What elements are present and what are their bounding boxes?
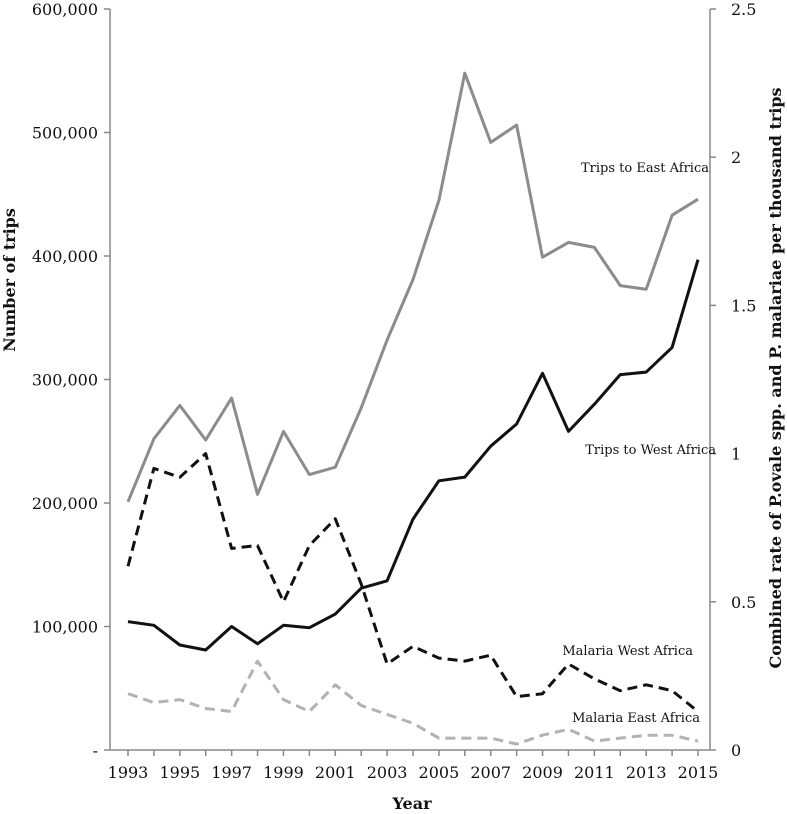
right-axis-tick-label: 1 bbox=[731, 445, 741, 464]
x-axis-tick-label: 1997 bbox=[211, 763, 252, 782]
x-axis: 1993 1995 1997 1999 2001 2003 2005 2007 2009 2011… bbox=[108, 749, 719, 782]
x-axis-tick-label: 2005 bbox=[419, 763, 460, 782]
annotation-malaria-east-africa: Malaria East Africa bbox=[572, 711, 700, 726]
left-y-axis: - 100,000 200,000 300,000 400,000 500,000 600,… bbox=[32, 0, 111, 760]
series-annotations: Trips to East Africa Trips to West Africa… bbox=[562, 161, 716, 726]
right-axis-tick-label: 0 bbox=[731, 741, 741, 760]
right-y-axis-title: Combined rate of P.ovale spp. and P. mal… bbox=[766, 87, 785, 668]
x-axis-tick-label: 2007 bbox=[470, 763, 511, 782]
x-axis-tick-label: 2013 bbox=[626, 763, 667, 782]
left-axis-tick-label: 500,000 bbox=[32, 124, 98, 143]
series-line-trips-to-east-africa bbox=[126, 71, 699, 503]
series-line-malaria-west-africa bbox=[126, 452, 699, 713]
left-axis-tick-label: 300,000 bbox=[32, 371, 98, 390]
annotation-trips-to-east-africa: Trips to East Africa bbox=[581, 161, 709, 176]
left-axis-tick-label: 400,000 bbox=[32, 247, 98, 266]
series-line-malaria-east-africa bbox=[127, 659, 699, 746]
x-axis-title: Year bbox=[391, 794, 432, 813]
x-axis-tick-label: 2015 bbox=[678, 763, 719, 782]
left-axis-tick-label: 600,000 bbox=[32, 0, 98, 19]
right-y-axis: 0 0.5 1 1.5 2 2.5 bbox=[709, 0, 756, 760]
annotation-malaria-west-africa: Malaria West Africa bbox=[562, 644, 693, 659]
x-axis-tick-label: 2011 bbox=[574, 763, 615, 782]
x-axis-tick-label: 2003 bbox=[367, 763, 408, 782]
right-axis-tick-label: 2.5 bbox=[731, 0, 756, 19]
left-y-axis-title: Number of trips bbox=[0, 208, 19, 352]
annotation-trips-to-west-africa: Trips to West Africa bbox=[585, 443, 716, 458]
x-axis-tick-label: 2001 bbox=[315, 763, 356, 782]
x-axis-tick-label: 2009 bbox=[522, 763, 563, 782]
left-axis-tick-label: 200,000 bbox=[32, 494, 98, 513]
right-axis-tick-label: 0.5 bbox=[731, 593, 756, 612]
left-axis-tick-label: - bbox=[93, 741, 98, 760]
right-axis-tick-label: 2 bbox=[731, 148, 741, 167]
series-line-trips-to-west-africa bbox=[127, 259, 700, 652]
right-axis-tick-label: 1.5 bbox=[731, 296, 756, 315]
x-axis-tick-label: 1993 bbox=[108, 763, 149, 782]
series-layer bbox=[126, 71, 700, 746]
x-axis-tick-label: 1999 bbox=[263, 763, 304, 782]
x-axis-tick-label: 1995 bbox=[159, 763, 200, 782]
left-axis-tick-label: 100,000 bbox=[32, 618, 98, 637]
